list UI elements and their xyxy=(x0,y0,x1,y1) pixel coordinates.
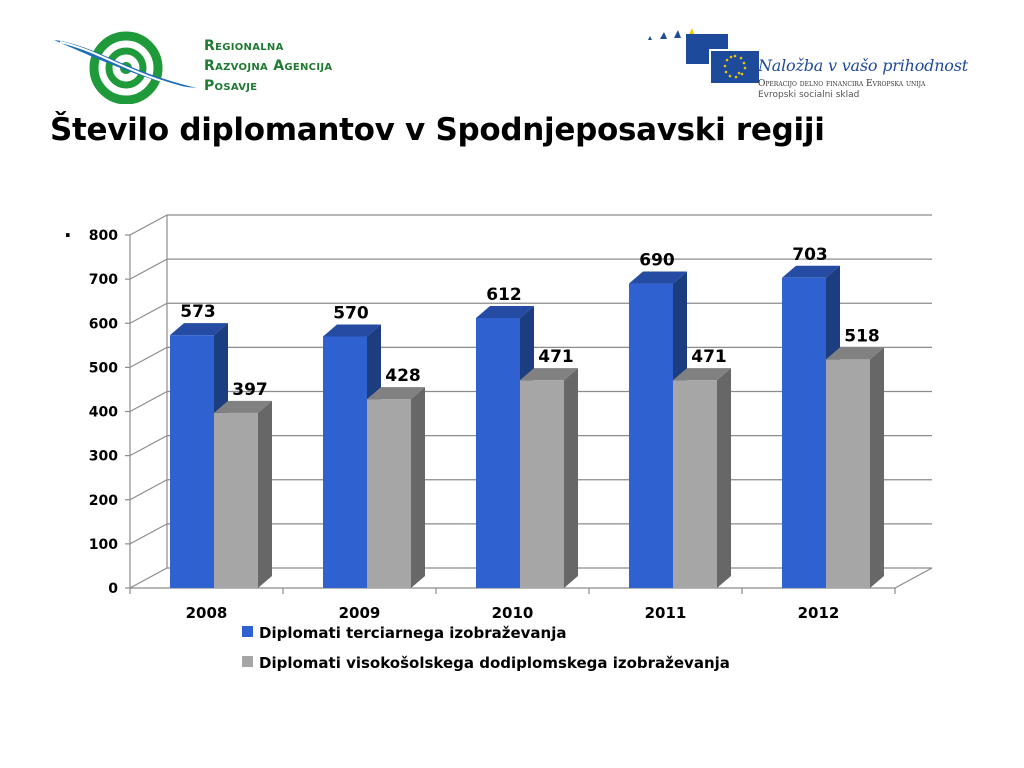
chart-bars xyxy=(170,265,884,588)
data-label: 471 xyxy=(538,347,574,367)
bar-chart: 573 397 570 428 612 471 690 471 703 518 0 100 200 30… xyxy=(89,214,933,672)
eu-slogan: Naložba v vašo prihodnost xyxy=(758,56,968,75)
data-label: 573 xyxy=(180,302,216,322)
chart-data-labels: 573 397 570 428 612 471 690 471 703 518 xyxy=(180,245,880,400)
data-label: 612 xyxy=(486,285,522,305)
grid-line-diagonal xyxy=(129,435,168,457)
bar-side xyxy=(717,368,731,588)
data-label: 690 xyxy=(639,251,675,271)
grid-line-diagonal xyxy=(129,390,168,413)
x-category-label: 2011 xyxy=(645,604,687,622)
y-tick-label: 700 xyxy=(89,272,118,288)
bar-top xyxy=(367,387,425,400)
org-logo: Regionalna Razvojna Agencija Posavje xyxy=(52,30,412,105)
x-category-label: 2010 xyxy=(492,604,534,622)
bar-top xyxy=(520,368,578,381)
eu-logo-block: Naložba v vašo prihodnost Operacijo deln… xyxy=(640,28,980,108)
data-label: 703 xyxy=(792,245,828,265)
bar-top xyxy=(629,271,687,284)
bar-front xyxy=(367,399,411,588)
org-emblem-icon xyxy=(54,31,197,105)
eu-cofinancing-note: Operacijo delno financira Evropska unija xyxy=(758,79,926,89)
bar-front xyxy=(673,380,717,588)
bar-front xyxy=(170,335,214,588)
y-tick-label: 100 xyxy=(89,537,118,553)
data-label: 518 xyxy=(844,326,880,346)
bar-undergraduate xyxy=(673,368,731,588)
x-category-label: 2012 xyxy=(798,604,840,622)
grid-line-diagonal xyxy=(129,214,168,236)
y-tick-label: 200 xyxy=(89,493,118,509)
bar-top xyxy=(323,324,381,337)
org-name-line: Razvojna Agencija xyxy=(204,58,333,74)
bar-front xyxy=(323,336,367,588)
bar-top xyxy=(826,347,884,360)
bar-undergraduate xyxy=(520,368,578,588)
grid-line-diagonal xyxy=(129,302,168,324)
bar-side xyxy=(411,387,425,588)
data-label: 397 xyxy=(232,380,268,400)
eu-fund-name: Evropski socialni sklad xyxy=(758,90,860,100)
bar-top xyxy=(673,368,731,381)
legend-label: Diplomati visokošolskega dodiplomskega i… xyxy=(259,654,730,672)
bar-undergraduate xyxy=(367,387,425,588)
y-tick-label: 800 xyxy=(89,228,118,244)
org-name-line: Posavje xyxy=(204,78,258,94)
grid-line-diagonal xyxy=(129,479,168,501)
bar-top xyxy=(214,400,272,413)
legend-label: Diplomati terciarnega izobraževanja xyxy=(259,624,566,642)
grid-line-diagonal xyxy=(129,523,168,545)
grid-line-diagonal xyxy=(129,258,168,280)
bar-undergraduate xyxy=(826,347,884,588)
legend-swatch xyxy=(242,626,253,637)
bar-top xyxy=(170,323,228,336)
chart-legend: Diplomati terciarnega izobraževanja Diplo… xyxy=(242,624,730,672)
bar-front xyxy=(476,317,520,588)
bar-front xyxy=(520,380,564,588)
data-label: 570 xyxy=(333,303,369,323)
page-title: Število diplomantov v Spodnjeposavski re… xyxy=(50,112,825,148)
bar-front xyxy=(826,359,870,588)
bar-front xyxy=(782,277,826,588)
x-category-label: 2008 xyxy=(186,604,228,622)
chart-axis: 0 100 200 300 400 500 600 700 800 2008 2009 2010 201… xyxy=(89,228,896,622)
x-category-label: 2009 xyxy=(339,604,381,622)
data-label: 471 xyxy=(691,347,727,367)
bar-top xyxy=(782,265,840,278)
org-name-line: Regionalna xyxy=(204,38,284,54)
eu-flag-icon xyxy=(648,28,760,85)
bar-side xyxy=(870,347,884,588)
bar-front xyxy=(629,283,673,588)
y-tick-label: 500 xyxy=(89,360,118,376)
y-tick-label: 600 xyxy=(89,316,118,332)
bar-top xyxy=(476,305,534,318)
eu-text: Naložba v vašo prihodnost Operacijo deln… xyxy=(758,56,968,100)
bar-front xyxy=(214,412,258,588)
data-label: 428 xyxy=(385,366,421,386)
bar-side xyxy=(564,368,578,588)
org-name: Regionalna Razvojna Agencija Posavje xyxy=(204,36,332,96)
y-tick-label: 0 xyxy=(108,581,118,597)
grid-line-diagonal xyxy=(129,346,168,368)
bar-undergraduate xyxy=(214,400,272,588)
legend-swatch xyxy=(242,656,253,667)
stray-mark: . xyxy=(64,218,72,242)
y-tick-label: 300 xyxy=(89,449,118,465)
bar-side xyxy=(258,400,272,588)
y-tick-label: 400 xyxy=(89,405,118,421)
